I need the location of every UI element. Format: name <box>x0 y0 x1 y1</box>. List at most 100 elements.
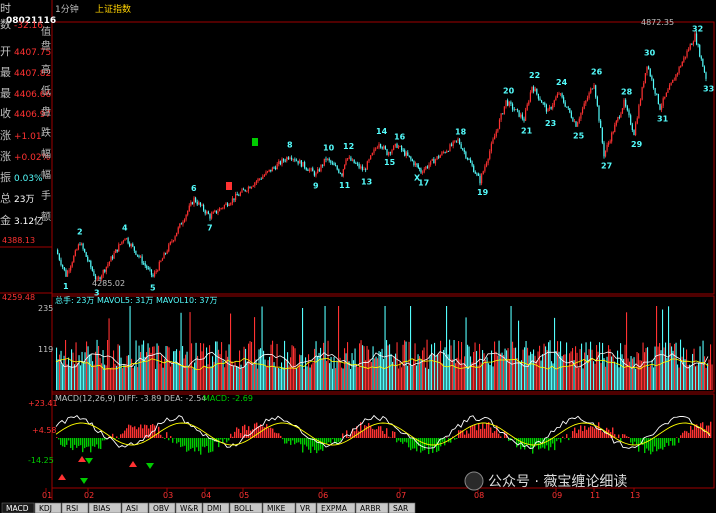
volume-bar <box>503 355 505 390</box>
info-value: 4407.82 <box>14 69 51 79</box>
candle-body <box>449 144 451 152</box>
macd-bar <box>86 438 88 448</box>
info-value: +1.01 <box>14 132 42 142</box>
tab-sar[interactable]: SAR <box>388 502 416 513</box>
volume-bar <box>239 350 241 390</box>
tab-asi[interactable]: ASI <box>121 502 149 513</box>
macd-bar <box>588 427 590 438</box>
signal-arrow <box>129 461 137 467</box>
wave-label: 8 <box>287 140 293 149</box>
candle-body <box>305 167 307 170</box>
macd-bar <box>504 431 506 438</box>
candle-body <box>108 261 111 265</box>
volume-bar <box>138 345 140 390</box>
macd-bar <box>188 438 190 451</box>
candle-body <box>498 119 501 129</box>
macd-bar <box>516 438 518 448</box>
candle-body <box>176 232 178 237</box>
candle-body <box>373 149 375 153</box>
volume-bar <box>281 362 283 390</box>
candle-body <box>567 107 569 109</box>
candle-body <box>604 150 607 157</box>
candle-body <box>360 166 362 168</box>
macd-bar <box>466 430 468 438</box>
tab-bias[interactable]: BIAS <box>88 502 122 513</box>
tab-kdj[interactable]: KDJ <box>34 502 62 513</box>
tab-obv[interactable]: OBV <box>148 502 176 513</box>
macd-bar <box>660 438 662 449</box>
candle-body <box>407 152 409 156</box>
candle-body <box>520 114 522 117</box>
candle-body <box>638 105 640 119</box>
candle-body <box>563 97 565 103</box>
macd-bar <box>108 436 110 438</box>
candle-body <box>585 100 587 104</box>
candle-body <box>278 161 280 164</box>
macd-bar <box>134 426 136 438</box>
candle-body <box>219 208 221 212</box>
candle-body <box>691 44 693 46</box>
candle-body <box>271 167 273 172</box>
candle-body <box>356 163 359 165</box>
macd-bar <box>194 438 196 452</box>
volume-bar <box>390 353 392 390</box>
macd-header: MACD(12,26,9) DIFF: -3.89 DEA: -2.54 <box>55 394 206 403</box>
macd-bar <box>476 430 478 438</box>
wave-label: 17 <box>418 178 429 187</box>
volume-bar <box>497 355 499 390</box>
macd-bar <box>366 426 368 438</box>
candle-body <box>317 169 319 174</box>
volume-bar <box>68 357 70 390</box>
candle-body <box>207 211 209 215</box>
volume-bar <box>180 312 182 390</box>
volume-bar <box>669 342 671 390</box>
macd-tick-top: +23.41 <box>28 399 58 408</box>
tab-w&r[interactable]: W&R <box>175 502 203 513</box>
volume-bar <box>711 364 713 390</box>
tab-expma[interactable]: EXPMA <box>316 502 356 513</box>
volume-bar <box>483 353 485 390</box>
x-axis-labels: 01 02 03 04 05 06 07 08 09 11 13 <box>42 488 640 500</box>
candle-body <box>211 213 213 219</box>
candle-body <box>388 152 390 156</box>
candle-body <box>641 87 643 100</box>
info-value: 3.12亿 <box>14 215 43 227</box>
volume-bar <box>294 348 296 390</box>
volume-bar <box>708 359 710 390</box>
tab-dmi[interactable]: DMI <box>202 502 230 513</box>
candle-body <box>249 186 251 189</box>
volume-bar <box>540 360 542 390</box>
volume-bar <box>218 349 220 390</box>
volume-tick-mid: 119 <box>38 345 53 354</box>
volume-bar <box>450 345 452 390</box>
candle-body <box>177 227 179 233</box>
volume-bar <box>350 368 352 390</box>
candle-body <box>231 198 233 203</box>
macd-bar <box>84 438 86 449</box>
volume-bar <box>644 352 646 390</box>
volume-bar <box>564 354 566 390</box>
tab-macd[interactable]: MACD <box>1 502 35 513</box>
volume-bar <box>266 366 268 390</box>
tab-arbr[interactable]: ARBR <box>355 502 389 513</box>
candle-body <box>195 197 197 202</box>
info-unit-label: 盘 <box>41 39 51 52</box>
tab-rsi[interactable]: RSI <box>61 502 89 513</box>
tab-mike[interactable]: MIKE <box>262 502 296 513</box>
tab-vr[interactable]: VR <box>295 502 317 513</box>
volume-bar <box>342 368 344 390</box>
volume-bar <box>84 352 86 390</box>
volume-bar <box>662 309 664 390</box>
candle-body <box>138 255 140 257</box>
candle-body <box>365 169 367 171</box>
volume-bar <box>117 344 119 390</box>
tab-boll[interactable]: BOLL <box>229 502 263 513</box>
macd-bar <box>306 438 308 447</box>
volume-bar <box>549 340 551 390</box>
candle-body <box>686 50 688 57</box>
volume-bar <box>143 340 145 390</box>
volume-bar <box>543 343 545 390</box>
volume-bar <box>335 368 337 390</box>
candle-body <box>217 211 219 214</box>
info-label: 涨 <box>0 129 11 142</box>
